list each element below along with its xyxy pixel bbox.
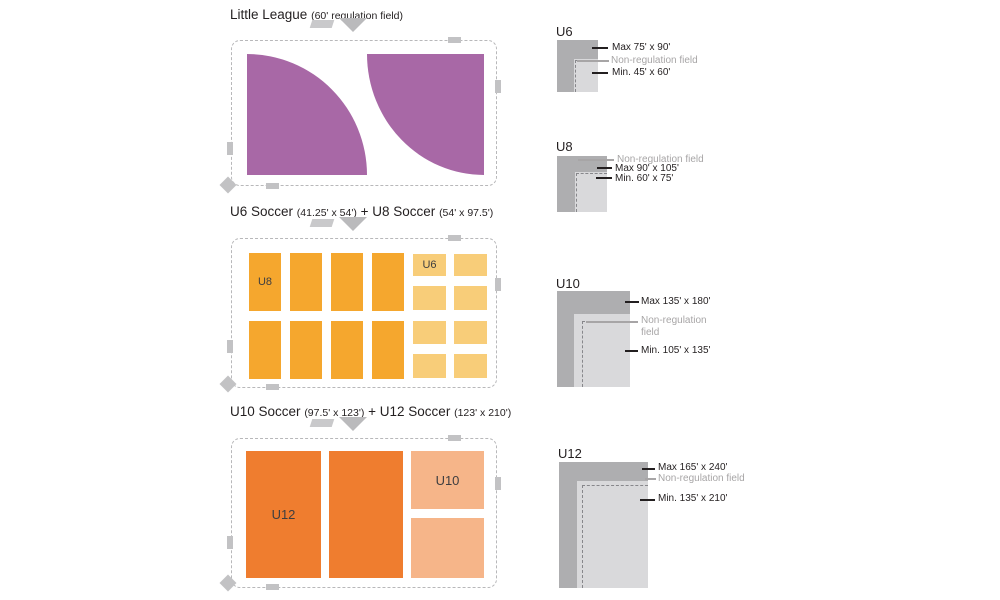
u12-field-rect (329, 451, 403, 578)
edge-marker (495, 80, 501, 93)
legend-u8-max-label: Max 90' x 105' (615, 163, 679, 174)
title-text: U10 Soccer (230, 404, 301, 419)
legend-u10-nonreg-outline (582, 321, 630, 387)
title-detail: (123' x 210') (454, 407, 512, 419)
u10-field-label: U10 (435, 472, 460, 488)
title-detail: (54' x 97.5') (439, 207, 494, 219)
outfield-arc-left (247, 54, 367, 175)
legend-u8-title: U8 (556, 139, 573, 154)
leader-line (592, 47, 608, 49)
u10-field-rect (411, 518, 484, 578)
u6-field-rect: U6 (413, 254, 446, 276)
decor-rect-icon (309, 419, 335, 427)
u6-field-rect (454, 286, 487, 310)
u6-field-rect (413, 286, 446, 310)
u8-field-rect: U8 (249, 253, 281, 311)
title-detail: (60' regulation field) (311, 10, 403, 22)
title-detail: (41.25' x 54') (296, 207, 357, 219)
edge-marker (495, 278, 501, 291)
u8-field-rect (290, 321, 322, 379)
leader-line (596, 177, 612, 179)
legend-u10-min-label: Min. 105' x 135' (641, 345, 711, 356)
u8-field-rect (331, 321, 363, 379)
title-text: U8 Soccer (372, 204, 436, 219)
u10-field-rect: U10 (411, 451, 484, 509)
legend-u10-max-label: Max 135' x 180' (641, 296, 711, 307)
u6-u8-field-boundary: U8 U6 (231, 238, 497, 388)
edge-marker (227, 536, 233, 549)
leader-line (578, 159, 614, 161)
legend-u8-nonreg-label: Non-regulation field (617, 154, 704, 165)
outfield-arc-right (367, 54, 484, 175)
legend-u10-title: U10 (556, 276, 580, 291)
section-title-u6-u8: U6 Soccer (41.25' x 54') + U8 Soccer (54… (230, 204, 493, 219)
edge-marker (227, 340, 233, 353)
legend-u12-min-label: Min. 135' x 210' (658, 493, 728, 504)
legend-u10-nonreg-label: Non-regulation (641, 315, 707, 326)
leader-line (642, 468, 655, 470)
u12-field-rect: U12 (246, 451, 321, 578)
edge-marker (448, 37, 461, 43)
leader-line (625, 350, 638, 352)
leader-line (640, 499, 655, 501)
title-text: U12 Soccer (379, 404, 451, 419)
leader-line (625, 301, 639, 303)
u12-field-label: U12 (271, 507, 296, 522)
legend-u10-nonreg-label: field (641, 327, 660, 338)
u8-field-rect (372, 321, 404, 379)
legend-u6-nonreg-label: Non-regulation field (611, 55, 698, 66)
title-text: U6 Soccer (230, 204, 294, 219)
edge-marker (266, 584, 279, 590)
section-title-u10-u12: U10 Soccer (97.5' x 123') + U12 Soccer (… (230, 404, 511, 419)
decor-triangle-icon (339, 217, 367, 231)
edge-marker (448, 435, 461, 441)
legend-u8-min-label: Min. 60' x 75' (615, 173, 674, 184)
leader-line (645, 478, 656, 480)
u10-u12-field-boundary: U12 U10 (231, 438, 497, 588)
legend-u6-max-label: Max 75' x 90' (612, 42, 671, 53)
u6-field-rect (454, 254, 487, 276)
u8-field-rect (372, 253, 404, 311)
u8-field-rect (290, 253, 322, 311)
edge-marker (266, 384, 279, 390)
u6-field-rect (413, 354, 446, 378)
legend-u12-nonreg-outline (582, 485, 648, 588)
leader-line (592, 72, 608, 74)
legend-u12-max-label: Max 165' x 240' (658, 462, 728, 473)
edge-marker (266, 183, 279, 189)
decor-triangle-icon (339, 18, 367, 32)
legend-u12-min-swatch (577, 481, 648, 588)
legend-u12-nonreg-label: Non-regulation field (658, 473, 745, 484)
leader-line (586, 321, 638, 323)
leader-line (597, 167, 612, 169)
legend-u6-min-label: Min. 45' x 60' (612, 67, 671, 78)
u8-field-rect (331, 253, 363, 311)
legend-u10-min-swatch (574, 314, 630, 387)
legend-u6-title: U6 (556, 24, 573, 39)
little-league-field-boundary (231, 40, 497, 186)
legend-u12-title: U12 (558, 446, 582, 461)
edge-marker (227, 142, 233, 155)
leader-line (577, 60, 609, 62)
title-plus: + (368, 404, 377, 419)
title-text: Little League (230, 7, 308, 22)
decor-triangle-icon (339, 417, 367, 431)
decor-rect-icon (309, 219, 335, 227)
title-plus: + (360, 204, 369, 219)
edge-marker (495, 477, 501, 490)
legend-u8-nonreg-outline (576, 173, 607, 212)
legend-u6-nonreg-outline (575, 60, 598, 92)
u6-field-rect (454, 321, 487, 344)
u8-field-rect (249, 321, 281, 379)
decor-rect-icon (309, 20, 335, 28)
edge-marker (448, 235, 461, 241)
u6-field-rect (413, 321, 446, 344)
u6-field-label: U6 (422, 259, 437, 271)
u6-field-rect (454, 354, 487, 378)
legend-u6-min-swatch (574, 59, 598, 92)
u8-field-label: U8 (257, 276, 273, 288)
title-detail: (97.5' x 123') (304, 407, 365, 419)
section-title-little-league: Little League (60' regulation field) (230, 7, 403, 22)
